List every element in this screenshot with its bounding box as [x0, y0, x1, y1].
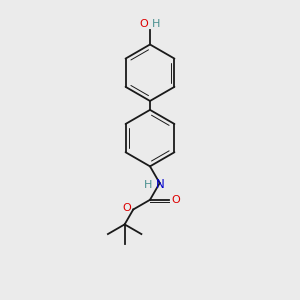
Text: O: O: [123, 203, 131, 213]
Text: H: H: [144, 180, 152, 190]
Text: N: N: [156, 178, 165, 191]
Text: O: O: [140, 19, 148, 29]
Text: O: O: [171, 195, 180, 205]
Text: H: H: [152, 19, 160, 29]
